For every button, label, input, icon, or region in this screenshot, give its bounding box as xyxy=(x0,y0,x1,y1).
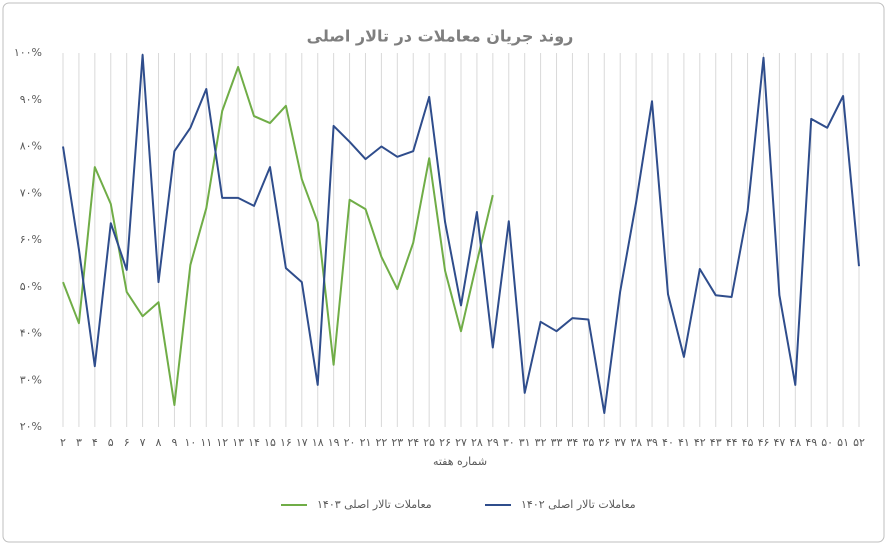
x-tick-label: ۴۳ xyxy=(710,436,722,449)
x-tick-label: ۴۱ xyxy=(678,436,690,449)
y-tick-label: ۸۰% xyxy=(20,140,42,153)
x-tick-label: ۳۶ xyxy=(598,436,610,449)
x-tick-label: ۲۲ xyxy=(375,436,387,449)
x-tick-label: ۱۷ xyxy=(296,436,308,449)
x-tick-label: ۸ xyxy=(156,436,162,449)
x-tick-label: ۴۷ xyxy=(773,436,785,449)
x-tick-label: ۱۵ xyxy=(264,436,276,449)
legend-label: معاملات تالار اصلی ۱۴۰۲ xyxy=(521,498,636,511)
x-tick-label: ۳۱ xyxy=(519,436,531,449)
x-tick-label: ۵ xyxy=(108,436,114,449)
x-tick-label: ۴۵ xyxy=(742,436,754,449)
x-tick-label: ۳۳ xyxy=(551,436,563,449)
x-tick-label: ۲۱ xyxy=(360,436,372,449)
series-line xyxy=(62,53,860,414)
y-tick-label: ۳۰% xyxy=(20,373,42,386)
x-tick-label: ۳۹ xyxy=(646,436,658,449)
x-tick-label: ۱۸ xyxy=(312,436,324,449)
chart-title: روند جریان معاملات در تالار اصلی xyxy=(307,27,574,46)
x-tick-label: ۴۸ xyxy=(789,436,801,449)
x-tick-label: ۱۰ xyxy=(184,436,196,449)
y-tick-label: ۶۰% xyxy=(20,233,42,246)
x-tick-label: ۱۶ xyxy=(280,436,292,449)
x-tick-label: ۴ xyxy=(92,436,98,449)
y-tick-label: ۵۰% xyxy=(20,280,42,293)
x-tick-label: ۲۷ xyxy=(455,436,467,449)
x-tick-label: ۱۹ xyxy=(328,436,340,449)
x-tick-label: ۳ xyxy=(76,436,82,449)
x-tick-label: ۵۱ xyxy=(837,436,849,449)
x-tick-label: ۲۶ xyxy=(439,436,451,449)
x-tick-label: ۴۶ xyxy=(758,436,770,449)
x-tick-label: ۵۲ xyxy=(853,436,865,449)
x-tick-label: ۴۰ xyxy=(662,436,674,449)
x-tick-label: ۴۲ xyxy=(694,436,706,449)
x-tick-label: ۳۰ xyxy=(503,436,515,449)
x-tick-label: ۳۲ xyxy=(535,436,547,449)
x-tick-label: ۲۸ xyxy=(471,436,483,449)
x-tick-label: ۳۷ xyxy=(614,436,626,449)
x-tick-label: ۵۰ xyxy=(821,436,833,449)
x-tick-label: ۹ xyxy=(171,436,177,449)
x-tick-label: ۳۴ xyxy=(567,436,579,449)
y-tick-label: ۷۰% xyxy=(20,186,42,199)
x-tick-label: ۲ xyxy=(60,436,66,449)
x-tick-label: ۲۴ xyxy=(407,436,419,449)
y-tick-label: ۹۰% xyxy=(20,93,42,106)
x-tick-label: ۱۲ xyxy=(216,436,228,449)
legend-label: معاملات تالار اصلی ۱۴۰۳ xyxy=(317,498,432,511)
x-tick-label: ۳۸ xyxy=(630,436,642,449)
x-tick-label: ۴۹ xyxy=(805,436,817,449)
x-tick-label: ۲۳ xyxy=(391,436,403,449)
x-tick-label: ۷ xyxy=(140,436,146,449)
x-tick-label: ۶ xyxy=(124,436,130,449)
x-tick-label: ۱۳ xyxy=(232,436,244,449)
x-tick-label: ۲۰ xyxy=(344,436,356,449)
x-tick-label: ۴۴ xyxy=(726,436,738,449)
y-tick-label: ۴۰% xyxy=(20,327,42,340)
x-tick-label: ۲۵ xyxy=(423,436,435,449)
x-tick-label: ۱۴ xyxy=(248,436,260,449)
y-tick-label: ۲۰% xyxy=(20,420,42,433)
x-axis-title: شماره هفته xyxy=(433,455,487,468)
x-tick-label: ۱۱ xyxy=(200,436,212,449)
y-tick-label: ۱۰۰% xyxy=(14,46,42,59)
x-tick-label: ۲۹ xyxy=(487,436,499,449)
series-line xyxy=(62,66,494,406)
x-tick-label: ۳۵ xyxy=(582,436,594,449)
